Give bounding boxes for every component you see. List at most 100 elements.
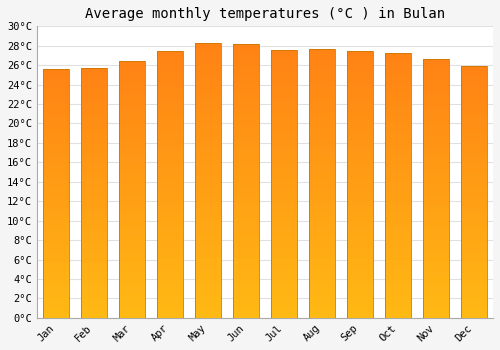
Bar <box>384 75 411 80</box>
Bar <box>194 120 221 125</box>
Bar <box>194 92 221 98</box>
Bar <box>308 113 336 119</box>
Bar <box>118 251 145 256</box>
Bar <box>460 242 487 247</box>
Bar <box>308 243 336 248</box>
Bar <box>346 238 374 243</box>
Bar <box>346 248 374 254</box>
Bar <box>232 263 259 268</box>
Bar <box>422 230 450 235</box>
Bar <box>346 259 374 264</box>
Bar <box>346 131 374 136</box>
Bar <box>80 233 107 238</box>
Bar <box>118 107 145 113</box>
Bar <box>156 280 183 286</box>
Bar <box>384 228 411 233</box>
Bar <box>346 280 374 286</box>
Bar <box>270 307 297 313</box>
Bar <box>232 258 259 263</box>
Bar <box>422 96 450 101</box>
Bar <box>156 77 183 83</box>
Bar <box>460 192 487 197</box>
Bar <box>346 72 374 77</box>
Bar <box>460 81 487 86</box>
Bar <box>346 195 374 200</box>
Bar <box>156 163 183 168</box>
Bar <box>80 278 107 283</box>
Bar <box>42 174 69 178</box>
Bar <box>194 169 221 175</box>
Bar <box>194 59 221 65</box>
Bar <box>194 230 221 235</box>
Bar <box>80 263 107 268</box>
Bar <box>194 290 221 296</box>
Bar <box>270 135 297 141</box>
Bar <box>118 287 145 292</box>
Bar <box>118 159 145 164</box>
Bar <box>42 203 69 208</box>
Bar <box>308 97 336 103</box>
Bar <box>156 184 183 190</box>
Bar <box>384 133 411 138</box>
Bar <box>42 149 69 154</box>
Bar <box>80 288 107 293</box>
Bar <box>346 296 374 302</box>
Bar <box>80 193 107 198</box>
Bar <box>384 239 411 244</box>
Bar <box>422 256 450 261</box>
Bar <box>346 302 374 307</box>
Bar <box>194 307 221 312</box>
Bar <box>346 77 374 83</box>
Bar <box>422 59 450 318</box>
Bar <box>422 209 450 215</box>
Bar <box>232 142 259 148</box>
Bar <box>460 76 487 81</box>
Bar <box>232 93 259 99</box>
Bar <box>194 70 221 76</box>
Bar <box>460 197 487 202</box>
Bar <box>118 169 145 174</box>
Bar <box>308 199 336 205</box>
Bar <box>460 66 487 318</box>
Bar <box>384 164 411 170</box>
Bar <box>384 69 411 75</box>
Bar <box>80 268 107 273</box>
Bar <box>232 290 259 296</box>
Bar <box>156 248 183 254</box>
Bar <box>118 97 145 102</box>
Bar <box>156 136 183 141</box>
Bar <box>460 86 487 91</box>
Bar <box>270 275 297 280</box>
Bar <box>118 256 145 261</box>
Bar <box>308 86 336 92</box>
Bar <box>270 141 297 146</box>
Bar <box>194 224 221 230</box>
Bar <box>384 233 411 239</box>
Bar <box>80 198 107 203</box>
Bar <box>156 51 183 56</box>
Bar <box>118 190 145 195</box>
Bar <box>156 243 183 248</box>
Bar <box>460 91 487 96</box>
Bar <box>232 99 259 104</box>
Bar <box>156 147 183 152</box>
Bar <box>270 237 297 243</box>
Bar <box>460 237 487 242</box>
Bar <box>270 195 297 200</box>
Bar <box>346 275 374 280</box>
Bar <box>232 214 259 219</box>
Bar <box>118 87 145 92</box>
Bar <box>80 113 107 118</box>
Bar <box>346 125 374 131</box>
Bar <box>156 296 183 302</box>
Bar <box>156 254 183 259</box>
Bar <box>422 90 450 96</box>
Bar <box>156 270 183 275</box>
Bar <box>232 241 259 247</box>
Bar <box>460 102 487 106</box>
Bar <box>460 182 487 187</box>
Bar <box>270 50 297 318</box>
Bar <box>232 268 259 274</box>
Bar <box>384 122 411 127</box>
Bar <box>460 222 487 227</box>
